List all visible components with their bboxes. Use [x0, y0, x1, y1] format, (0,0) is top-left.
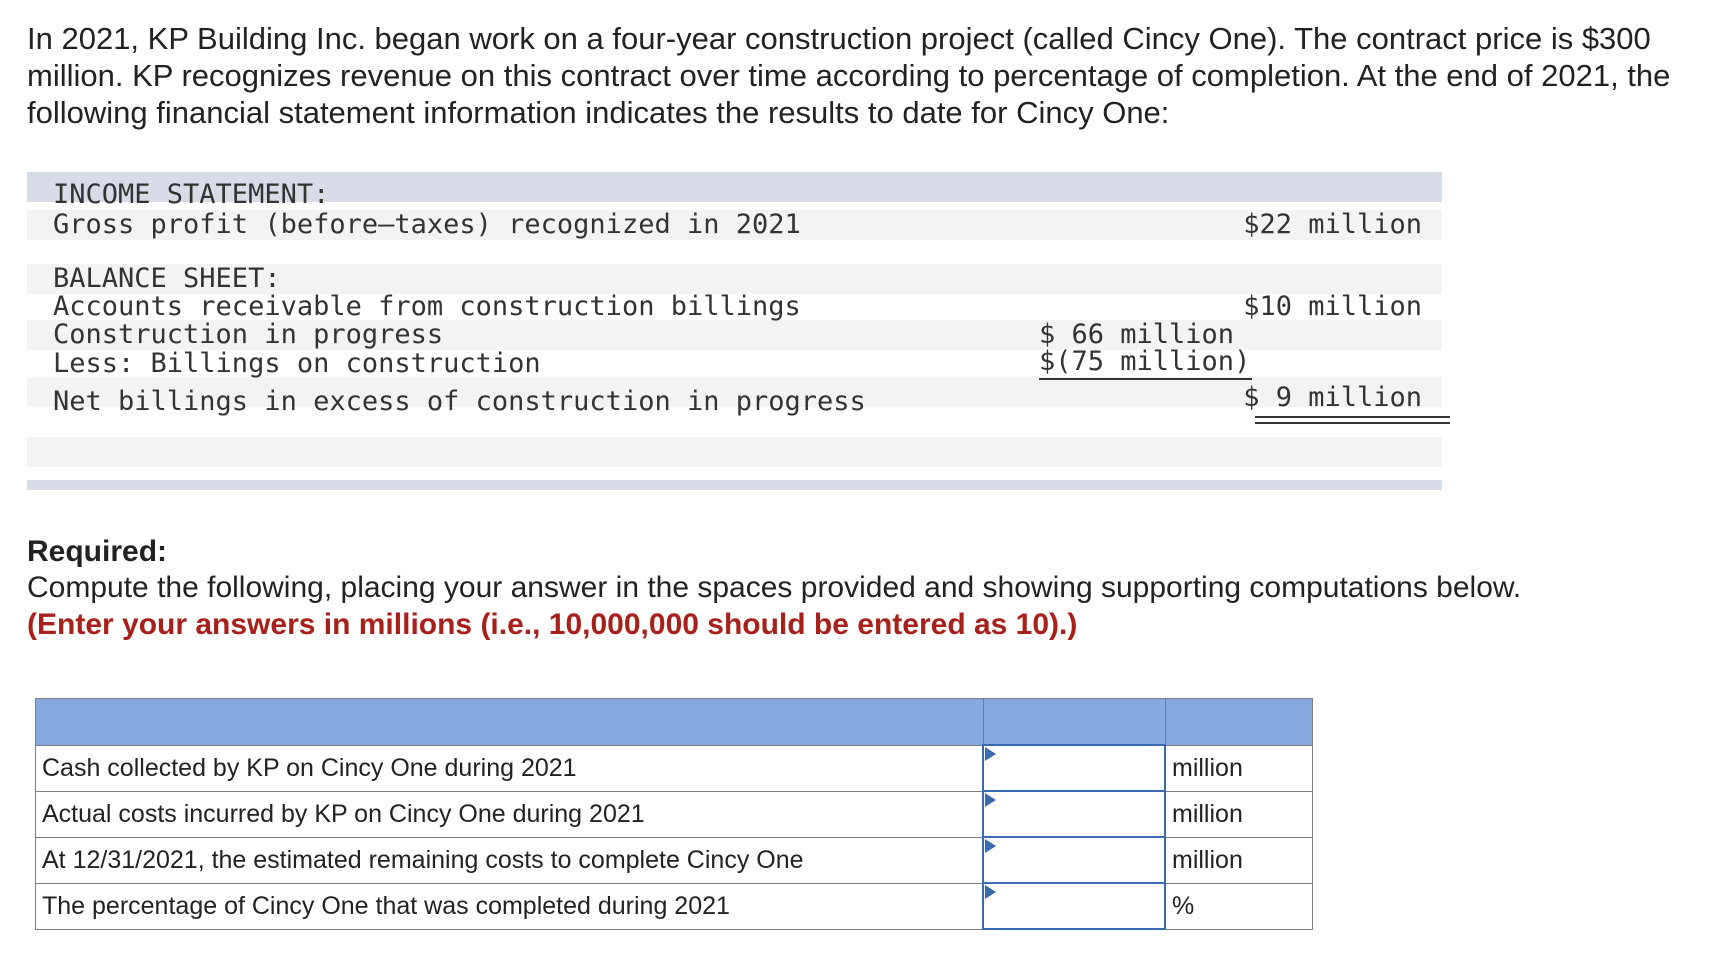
gross-profit-value: $22 million — [1243, 209, 1422, 240]
gross-profit-label: Gross profit (before–taxes) recognized i… — [53, 209, 801, 240]
construction-in-progress-label: Construction in progress — [53, 319, 444, 350]
row-unit: % — [1164, 882, 1313, 930]
net-billings-value: $ 9 million — [1243, 382, 1422, 413]
header-cell — [35, 698, 984, 746]
answer-cell — [982, 882, 1166, 930]
top-band — [27, 172, 1442, 202]
required-note: (Enter your answers in millions (i.e., 1… — [27, 608, 1078, 641]
table-row: Cash collected by KP on Cincy One during… — [35, 744, 1313, 792]
accounts-receivable-label: Accounts receivable from construction bi… — [53, 291, 801, 322]
cash-collected-input[interactable] — [984, 748, 1164, 788]
table-row: The percentage of Cincy One that was com… — [35, 882, 1313, 930]
answer-table: Cash collected by KP on Cincy One during… — [35, 698, 1313, 930]
header-cell — [1164, 698, 1313, 746]
input-flag-icon — [985, 793, 996, 807]
net-billings-label: Net billings in excess of construction i… — [53, 386, 866, 417]
answer-cell — [982, 836, 1166, 884]
financial-statement-block: INCOME STATEMENT: Gross profit (before–t… — [27, 172, 1450, 490]
input-flag-icon — [985, 885, 996, 899]
billings-label: Less: Billings on construction — [53, 348, 541, 379]
row-stripe — [27, 264, 1442, 294]
required-instructions: Compute the following, placing your answ… — [27, 571, 1522, 604]
construction-in-progress-value: $ 66 million — [1039, 319, 1235, 350]
row-label: Actual costs incurred by KP on Cincy One… — [35, 790, 984, 838]
income-statement-heading: INCOME STATEMENT: — [53, 179, 330, 210]
row-unit: million — [1164, 790, 1313, 838]
input-flag-icon — [985, 839, 996, 853]
row-label: At 12/31/2021, the estimated remaining c… — [35, 836, 984, 884]
answer-cell — [982, 790, 1166, 838]
row-label: The percentage of Cincy One that was com… — [35, 882, 984, 930]
remaining-costs-input[interactable] — [984, 840, 1164, 880]
bottom-band — [27, 480, 1442, 490]
row-label: Cash collected by KP on Cincy One during… — [35, 744, 984, 792]
row-unit: million — [1164, 744, 1313, 792]
actual-costs-input[interactable] — [984, 794, 1164, 834]
single-underline — [1039, 378, 1252, 380]
row-stripe — [27, 210, 1442, 240]
double-underline — [1255, 416, 1450, 424]
percentage-completed-input[interactable] — [984, 886, 1164, 926]
table-row: Actual costs incurred by KP on Cincy One… — [35, 790, 1313, 838]
billings-value: $(75 million) — [1039, 346, 1251, 377]
input-flag-icon — [985, 747, 996, 761]
table-row: At 12/31/2021, the estimated remaining c… — [35, 836, 1313, 884]
row-stripe — [27, 437, 1442, 467]
required-title: Required: — [27, 535, 168, 568]
row-stripe — [27, 377, 1442, 407]
row-stripe — [27, 320, 1442, 350]
accounts-receivable-value: $10 million — [1243, 291, 1422, 322]
answer-table-header — [35, 698, 1313, 746]
balance-sheet-heading: BALANCE SHEET: — [53, 263, 281, 294]
header-cell — [982, 698, 1166, 746]
problem-intro: In 2021, KP Building Inc. began work on … — [27, 21, 1671, 130]
row-unit: million — [1164, 836, 1313, 884]
answer-cell — [982, 744, 1166, 792]
